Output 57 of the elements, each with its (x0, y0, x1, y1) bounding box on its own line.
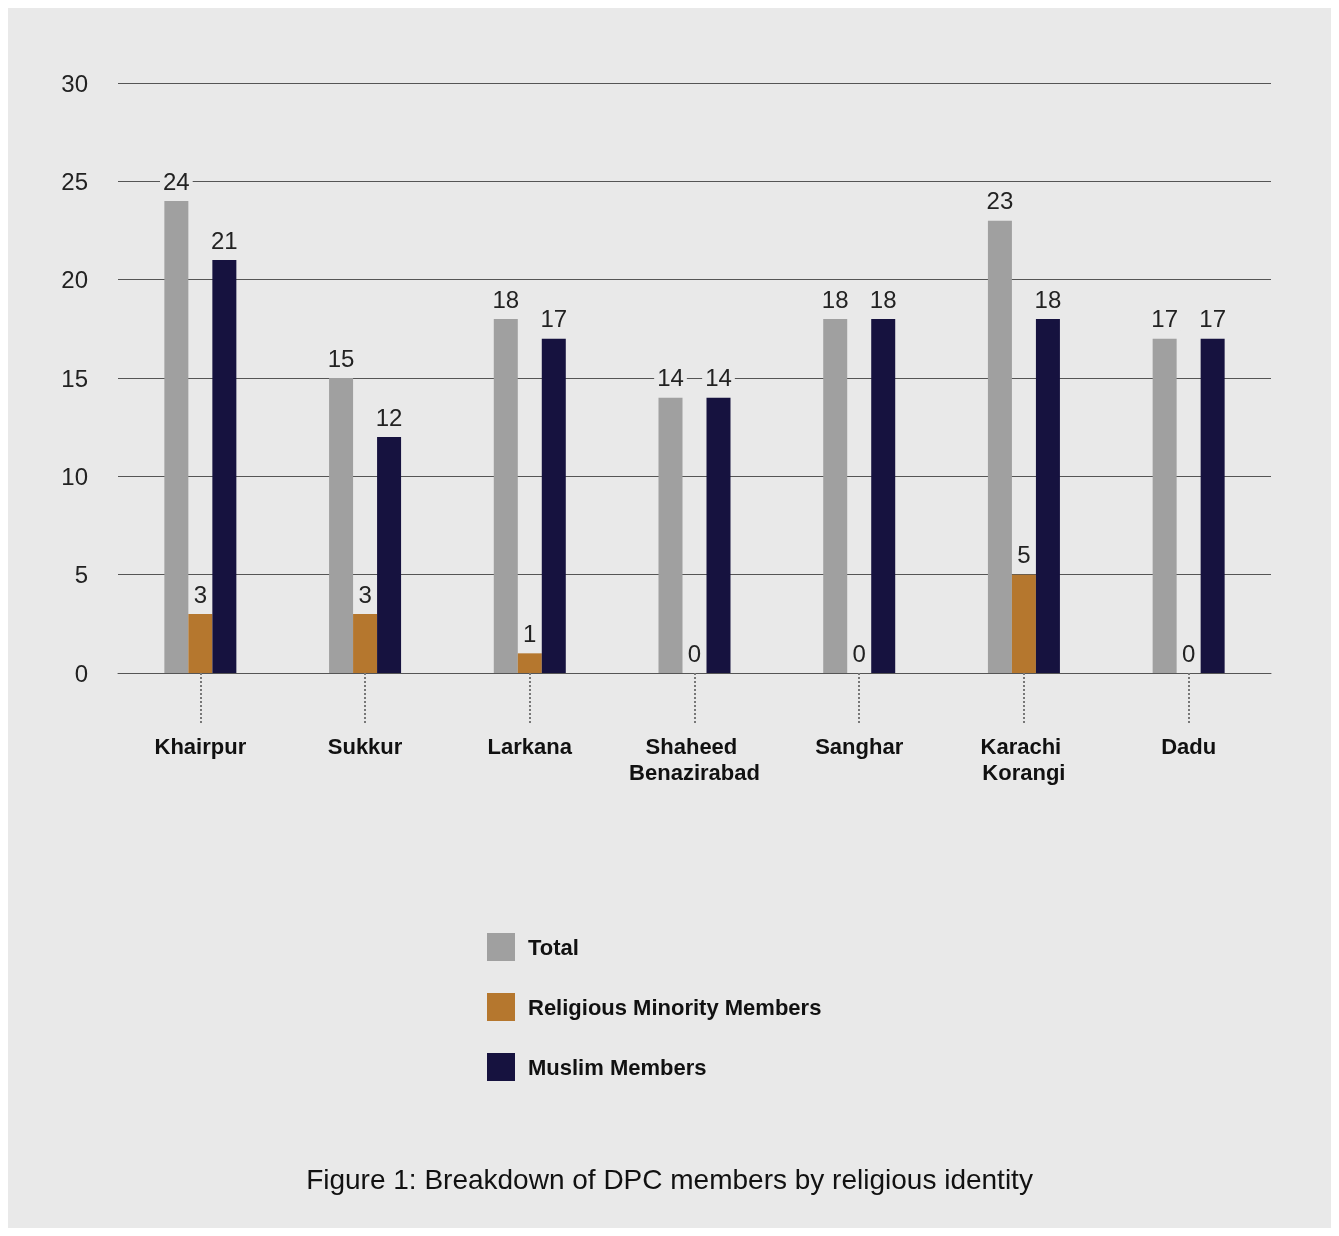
data-label: 15 (327, 344, 355, 372)
bar (212, 260, 237, 673)
bar (1011, 574, 1036, 673)
data-label: 21 (211, 226, 238, 254)
bar (1200, 338, 1225, 673)
bar (517, 653, 542, 673)
bar (188, 614, 213, 673)
y-tick-label: 20 (61, 266, 88, 294)
data-label: 18 (1034, 285, 1062, 313)
data-label: 17 (1199, 305, 1226, 333)
legend-label: Total (528, 934, 579, 960)
data-label: 14 (657, 364, 684, 392)
x-tick-label: Shaheed Benazirabad (629, 733, 760, 785)
data-label: 14 (705, 364, 732, 392)
bar (706, 397, 731, 673)
data-label: 1 (523, 619, 537, 647)
bar (329, 378, 354, 673)
x-tick-label: Sukkur (327, 733, 403, 759)
y-tick-label: 0 (74, 659, 88, 687)
x-tick-label: Sanghar (815, 733, 904, 759)
x-tick-label: Karachi Korangi (980, 733, 1068, 785)
x-tick-label: Larkana (487, 733, 573, 759)
data-label: 18 (492, 285, 520, 313)
y-tick-label: 15 (61, 364, 88, 392)
data-label: 5 (1017, 541, 1031, 569)
data-label: 12 (375, 403, 403, 431)
y-tick-label: 30 (61, 69, 88, 97)
y-tick-label: 5 (74, 561, 88, 589)
data-label: 3 (193, 580, 208, 608)
y-tick-label: 25 (61, 167, 88, 195)
data-label: 3 (358, 580, 372, 608)
data-label: 0 (852, 639, 866, 667)
x-tick-label: Dadu (1161, 733, 1217, 759)
data-label: 23 (986, 187, 1014, 215)
bar (1152, 338, 1177, 673)
bar (987, 220, 1012, 673)
bar (658, 397, 683, 673)
bar (823, 319, 848, 673)
data-label: 24 (163, 167, 190, 195)
data-label: 17 (540, 305, 568, 333)
data-label: 0 (687, 639, 702, 667)
bar (1035, 319, 1060, 673)
bar (377, 437, 402, 673)
bar (164, 201, 189, 673)
data-label: 0 (1181, 639, 1196, 667)
data-label: 17 (1151, 305, 1178, 333)
y-tick-label: 10 (61, 462, 88, 490)
bar (541, 338, 566, 673)
legend-label: Religious Minority Members (528, 994, 822, 1020)
legend-label: Muslim Members (528, 1054, 707, 1080)
data-label: 18 (821, 285, 849, 313)
text: Figure 1: Breakdown of DPC members by religious identity (306, 1163, 1033, 1195)
x-tick-label: Khairpur (154, 733, 247, 759)
bar (493, 319, 518, 673)
bar (871, 319, 896, 673)
bar (353, 614, 378, 673)
data-label: 18 (869, 285, 897, 313)
